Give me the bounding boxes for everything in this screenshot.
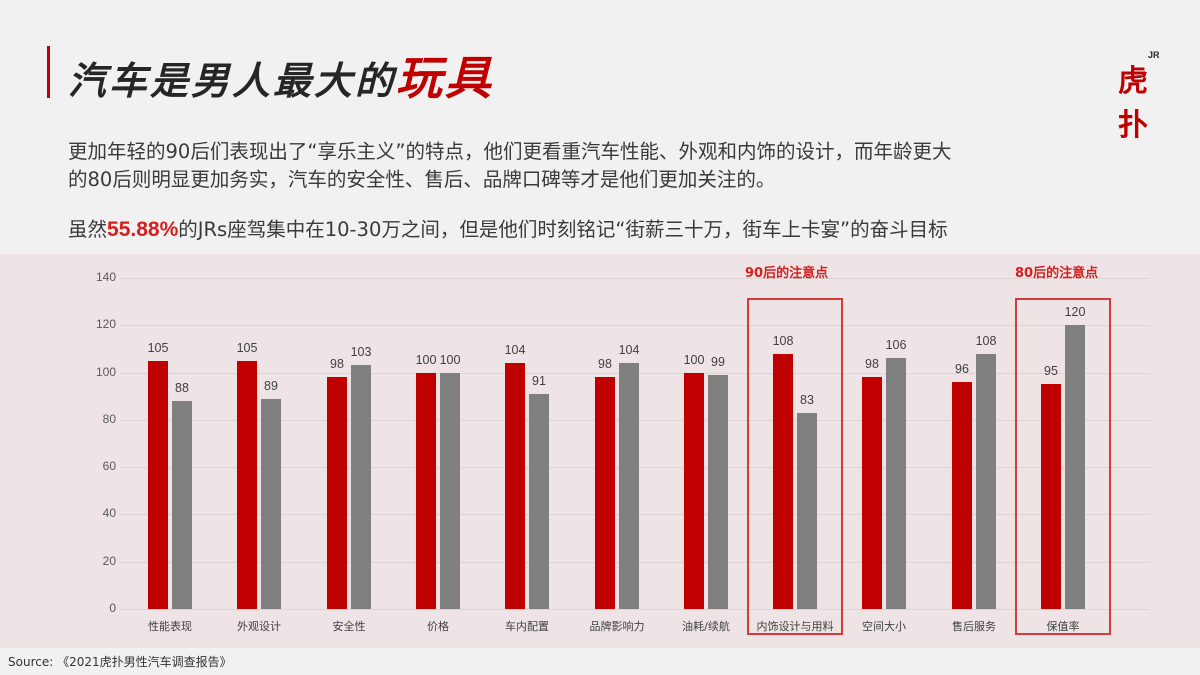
bar-series1: [773, 354, 793, 609]
bar-series1: [952, 382, 972, 609]
y-tick-label: 20: [102, 554, 116, 568]
bar-series1: [684, 373, 704, 609]
hupu-logo: 虎扑 JR: [1118, 50, 1168, 143]
bar-series2: [976, 354, 996, 609]
bar-series2: [619, 363, 639, 609]
bar-series1: [1041, 384, 1061, 609]
x-category-label: 性能表现: [148, 620, 192, 633]
bar-series2: [1065, 325, 1085, 609]
value-label: 98: [330, 357, 344, 371]
x-category-label: 售后服务: [952, 620, 996, 633]
bar-series1: [327, 377, 347, 609]
bar-series2: [351, 365, 371, 609]
value-label: 99: [711, 355, 725, 369]
bar-series1: [862, 377, 882, 609]
highlight-box: [747, 298, 843, 635]
value-label: 120: [1064, 305, 1086, 319]
y-tick-label: 0: [109, 601, 116, 615]
bar-series1: [595, 377, 615, 609]
value-label: 100: [415, 353, 437, 367]
value-label: 89: [264, 379, 278, 393]
logo-sup: JR: [1148, 50, 1160, 60]
value-label: 98: [865, 357, 879, 371]
bar-series1: [505, 363, 525, 609]
bar-series2: [886, 358, 906, 609]
price-highlight: 55.88%: [107, 218, 179, 241]
bar-series2: [440, 373, 460, 609]
price-post: 的JRs座驾集中在10-30万之间，但是他们时刻铭记“街薪三十万，街车上卡宴”的…: [178, 218, 948, 241]
x-category-label: 空间大小: [862, 620, 906, 633]
x-category-label: 油耗/续航: [682, 620, 730, 633]
value-label: 100: [683, 353, 705, 367]
title-accent-bar: [47, 46, 50, 98]
x-category-label: 外观设计: [237, 620, 281, 633]
value-label: 104: [618, 343, 640, 357]
x-category-label: 保值率: [1046, 620, 1080, 633]
x-category-label: 价格: [427, 620, 449, 633]
value-label: 105: [236, 341, 258, 355]
note-80s: 80后的注意点: [1015, 266, 1099, 281]
value-label: 105: [147, 341, 169, 355]
title-main: 汽车是男人最大的: [68, 59, 397, 103]
value-label: 91: [532, 374, 546, 388]
bar-series1: [416, 373, 436, 609]
value-label: 88: [175, 381, 189, 395]
intro-paragraph: 更加年轻的90后们表现出了“享乐主义”的特点，他们更看重汽车性能、外观和内饰的设…: [68, 138, 952, 194]
y-tick-label: 40: [102, 506, 116, 520]
price-paragraph: 虽然55.88%的JRs座驾集中在10-30万之间，但是他们时刻铭记“街薪三十万…: [68, 216, 948, 244]
bar-series1: [237, 361, 257, 609]
bar-series2: [529, 394, 549, 609]
highlight-box: [1015, 298, 1111, 635]
value-label: 108: [975, 334, 997, 348]
bar-series2: [708, 375, 728, 609]
value-label: 100: [439, 353, 461, 367]
x-category-label: 内饰设计与用料: [756, 620, 834, 633]
title-highlight: 玩具: [396, 51, 495, 105]
value-label: 95: [1044, 364, 1058, 378]
source-citation: Source: 《2021虎扑男性汽车调查报告》: [8, 655, 232, 669]
y-tick-label: 60: [102, 459, 116, 473]
intro-line-2: 的80后则明显更加务实，汽车的安全性、售后、品牌口碑等才是他们更加关注的。: [68, 168, 776, 191]
intro-line-1: 更加年轻的90后们表现出了“享乐主义”的特点，他们更看重汽车性能、外观和内饰的设…: [68, 140, 952, 163]
bar-series2: [172, 401, 192, 609]
value-label: 98: [598, 357, 612, 371]
bar-series1: [148, 361, 168, 609]
page-title: 汽车是男人最大的玩具: [68, 42, 494, 108]
value-label: 83: [800, 393, 814, 407]
x-category-label: 品牌影响力: [589, 620, 645, 633]
x-category-label: 安全性: [332, 620, 366, 633]
bar-series2: [261, 399, 281, 609]
value-label: 104: [504, 343, 526, 357]
value-label: 108: [772, 334, 794, 348]
gridline: [120, 325, 1150, 326]
gridline: [120, 609, 1150, 610]
value-label: 106: [885, 338, 907, 352]
y-tick-label: 140: [95, 270, 116, 284]
bar-series2: [797, 413, 817, 609]
gridline: [120, 278, 1150, 279]
logo-text: 虎扑: [1118, 64, 1148, 143]
value-label: 96: [955, 362, 969, 376]
y-tick-label: 120: [95, 317, 116, 331]
x-category-label: 车内配置: [505, 620, 549, 633]
y-tick-label: 80: [102, 412, 116, 426]
y-tick-label: 100: [95, 365, 116, 379]
note-90s: 90后的注意点: [745, 266, 829, 281]
value-label: 103: [350, 345, 372, 359]
price-pre: 虽然: [68, 218, 108, 241]
